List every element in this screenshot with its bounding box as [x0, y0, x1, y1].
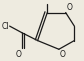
Text: O: O: [60, 50, 66, 59]
Text: Cl: Cl: [1, 22, 9, 31]
Text: O: O: [67, 3, 72, 12]
Text: O: O: [15, 50, 21, 59]
